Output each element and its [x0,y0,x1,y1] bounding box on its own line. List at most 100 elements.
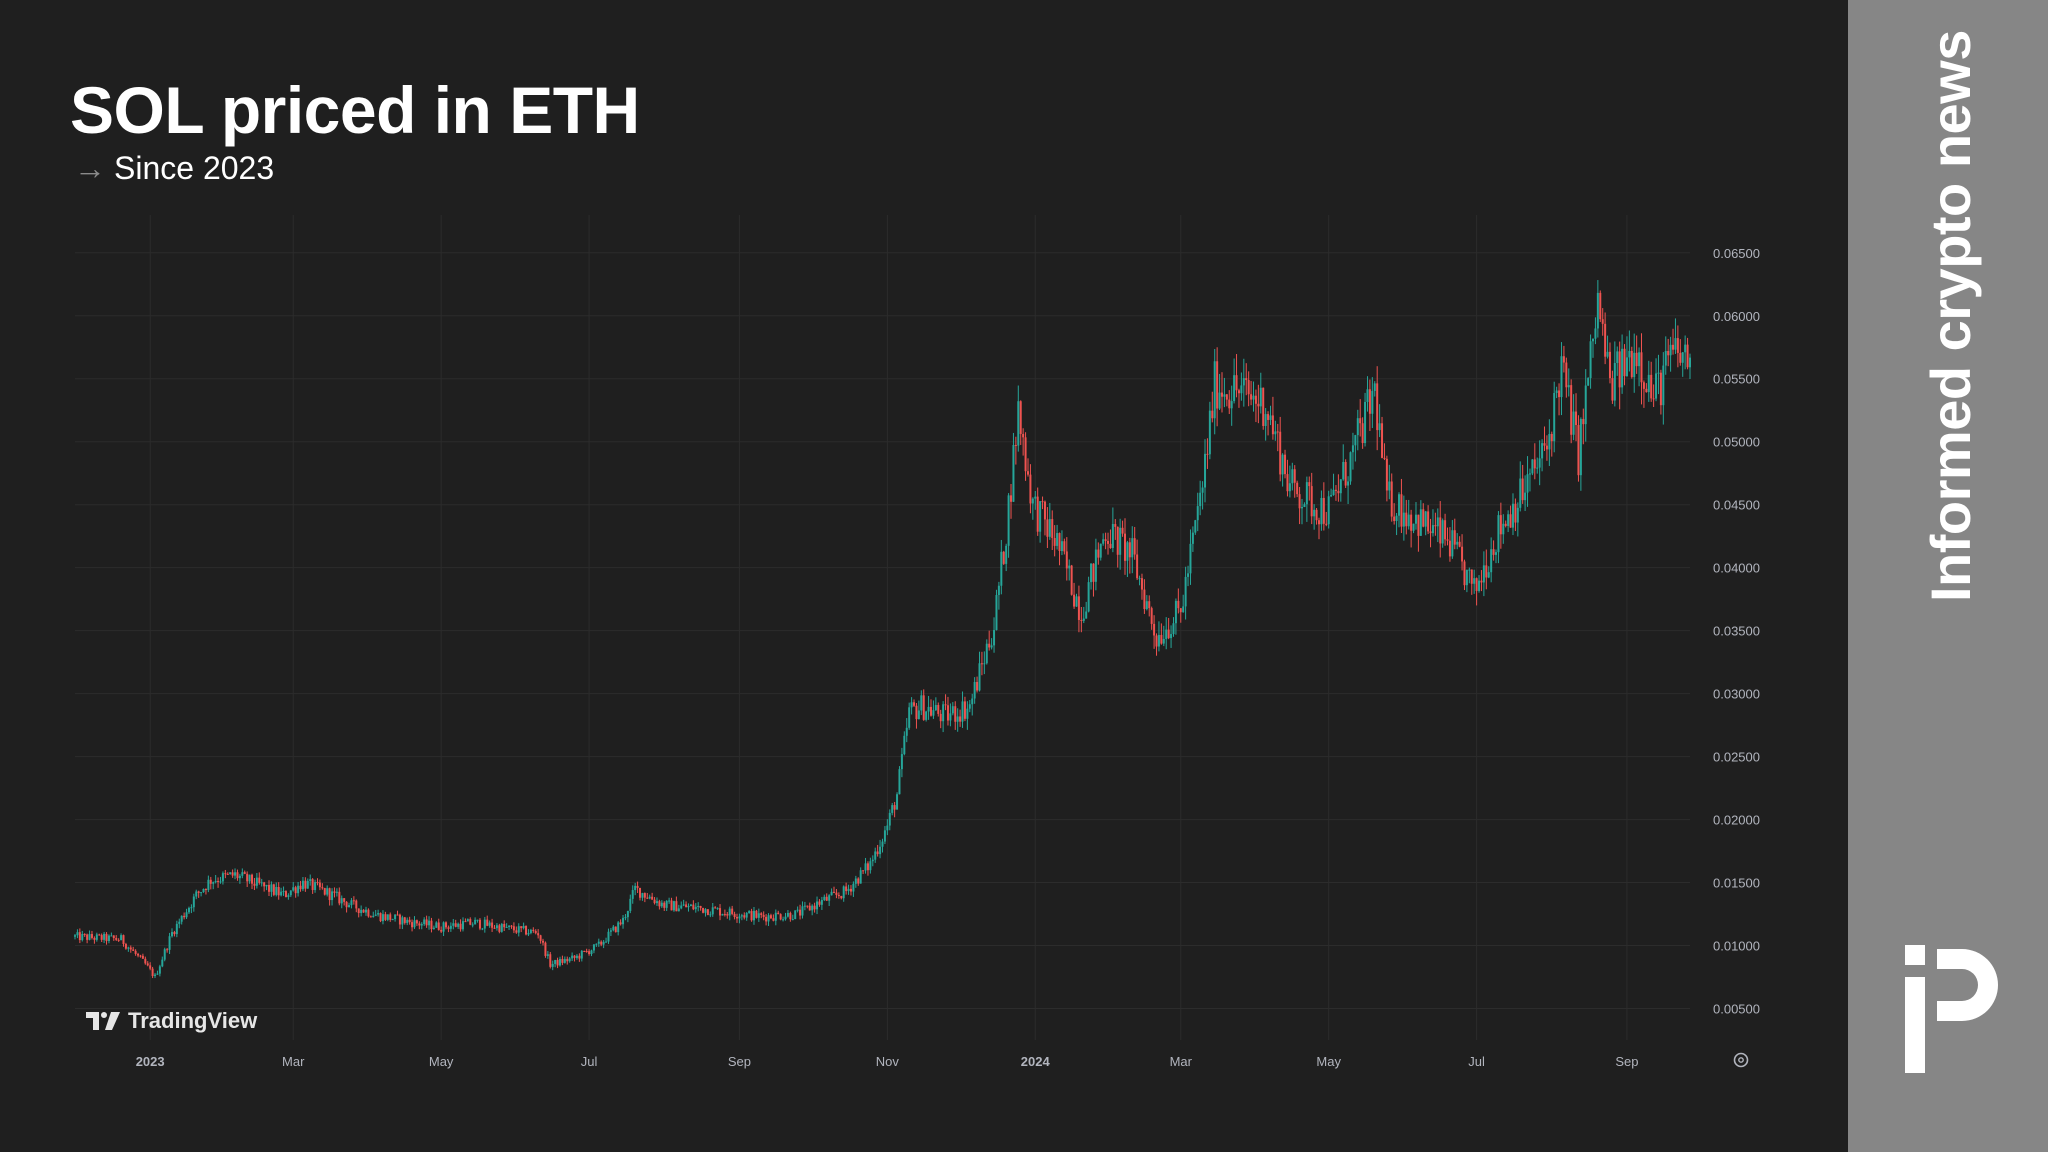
candle [304,877,307,892]
y-tick-label: 0.04500 [1713,498,1760,513]
candle [1218,373,1221,411]
candle [1308,476,1311,501]
candle [74,933,76,940]
candles [74,280,1691,979]
candle [411,919,414,932]
candle [76,929,79,939]
candle [583,950,586,953]
candle [466,918,469,922]
x-tick-label: 2023 [136,1054,165,1069]
candle [1608,342,1611,384]
candle [483,916,486,933]
candle [1150,606,1153,630]
subtitle-text: Since 2023 [114,150,275,186]
candle [767,913,770,926]
candle [622,915,625,929]
candle [786,910,789,918]
candle [1082,606,1085,624]
candle [944,694,947,711]
candle [202,888,205,893]
candle [333,887,336,898]
candle [350,897,353,909]
candle [549,951,552,969]
candle [1177,588,1180,614]
candle [287,893,290,900]
candle [1080,606,1083,633]
candle [284,890,287,898]
candle [515,926,518,934]
candle [452,918,455,930]
candle [129,945,132,953]
candle [1393,503,1396,525]
candle [454,919,457,928]
y-tick-label: 0.00500 [1713,1002,1760,1017]
candle [1446,527,1449,546]
candle [1410,509,1413,548]
page-title: SOL priced in ETH [70,73,640,147]
candle [556,957,559,969]
candle [719,904,722,921]
candle [714,906,717,909]
tradingview-label: TradingView [128,1008,258,1033]
candle [898,766,901,795]
candle [1191,526,1194,552]
candle [726,911,729,919]
candle [874,847,877,863]
candle [934,697,937,711]
candle [345,901,348,913]
candle [544,941,547,958]
candle [90,930,93,940]
candle [1196,492,1199,532]
candle [697,902,700,912]
candle [348,902,351,908]
candle [500,922,503,933]
protos-logo-icon [1905,945,1998,1073]
candle [1301,498,1304,525]
candle [1354,434,1357,462]
candle [253,878,256,891]
candle [1485,549,1488,590]
candle [1029,464,1032,514]
candle [1012,432,1015,502]
candle [978,651,981,692]
candle [272,883,275,897]
candle [818,899,821,907]
candle [110,932,113,937]
candle [1349,451,1352,485]
candle [869,857,872,874]
candle [195,889,198,900]
candle [779,913,782,921]
candle [1414,502,1417,530]
candle [331,888,334,906]
candle [1036,487,1039,536]
candle [1276,423,1279,452]
candle [457,922,460,929]
y-tick-label: 0.01500 [1713,876,1760,891]
candle [558,956,561,967]
candle [949,703,952,727]
candle [1116,526,1119,568]
candle [1211,391,1214,423]
y-tick-label: 0.05000 [1713,435,1760,450]
candle [575,954,578,960]
candle [1419,500,1422,536]
x-tick-label: May [429,1054,454,1069]
candle [1092,563,1095,597]
candle [1320,490,1323,531]
candle [1601,308,1604,336]
candle [896,792,899,810]
y-tick-label: 0.05500 [1713,372,1760,387]
candle [1259,372,1262,414]
candle [796,906,799,913]
candle [282,886,285,896]
settings-icon[interactable] [1733,1052,1749,1068]
candle [1541,439,1544,472]
candle [973,677,976,704]
candle [277,882,280,900]
candle [929,699,932,717]
candle [1366,376,1369,412]
candle [1223,377,1226,408]
candle [1254,389,1257,423]
candle [709,911,712,918]
candle [161,956,164,968]
